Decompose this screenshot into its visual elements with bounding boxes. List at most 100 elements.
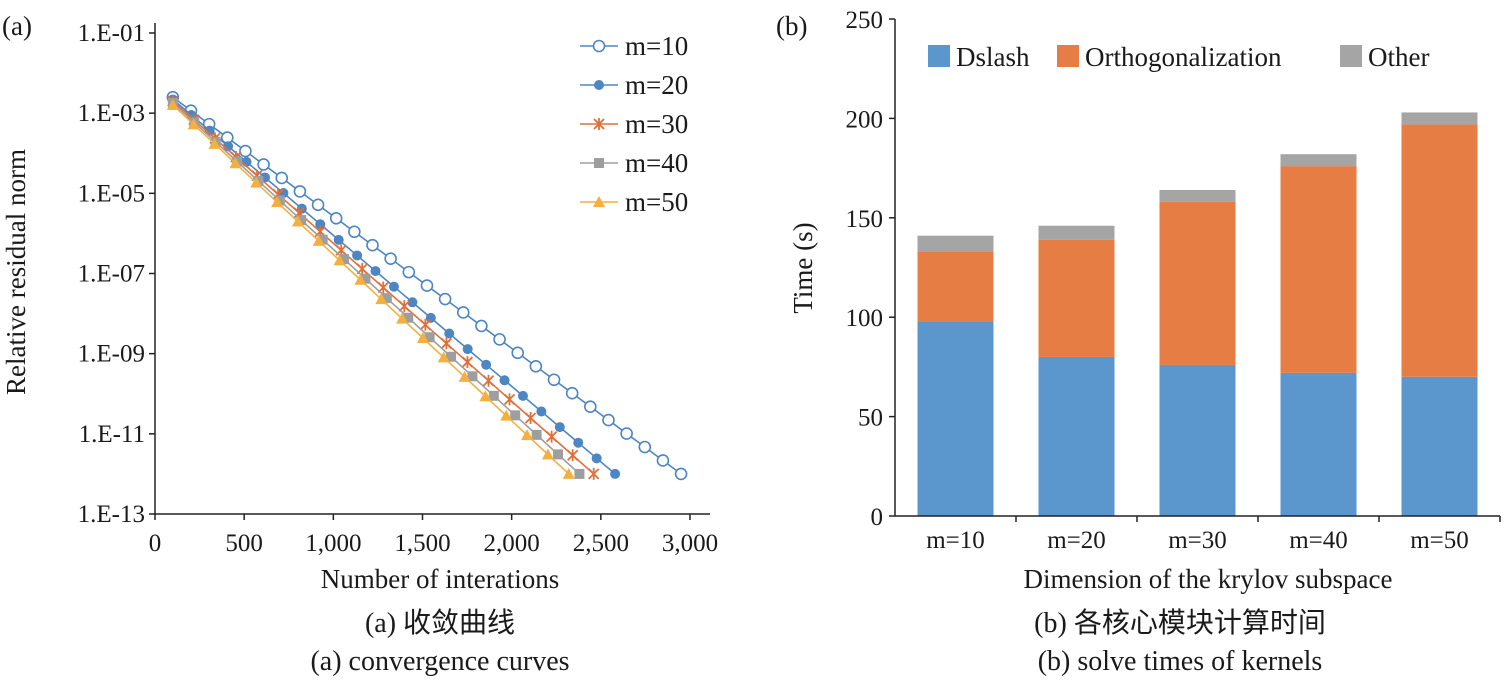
data-point (384, 252, 397, 265)
legend-item-m=10: m=10 (580, 31, 688, 61)
data-point (593, 118, 605, 130)
bar-Dslash-m=10 (917, 321, 994, 516)
caption-b-zh: (b) 各核心模块计算时间 (1034, 607, 1326, 639)
legend-item-Orthogonalization: Orthogonalization (1057, 42, 1282, 72)
axis-b-ylabel: Time (s) (788, 222, 818, 313)
data-point (360, 273, 371, 284)
legend-label: Dslash (956, 42, 1030, 72)
legend-item-m=20: m=20 (580, 70, 688, 100)
kernel-times-chart: 0 50 100 150 200 250 m=10 m=20 m=30 m=40 m=50 Dsla… (846, 7, 1501, 554)
legend-b: Dslash Orthogonalization Other (928, 42, 1429, 72)
series-m=10 (166, 90, 688, 481)
data-point (402, 265, 416, 279)
data-point (674, 467, 688, 481)
data-point (503, 393, 516, 406)
data-point (366, 238, 379, 252)
y-tick-label-a: 1.E-07 (78, 261, 145, 288)
data-point (271, 196, 284, 208)
data-point (424, 332, 435, 343)
axis-b-xlabel: Dimension of the krylov subspace (1024, 564, 1393, 594)
legend-swatch (1340, 45, 1362, 67)
y-tick-label-b: 0 (871, 504, 884, 531)
data-point (531, 429, 542, 440)
data-point (573, 437, 584, 448)
axis-a-ylabel: Relative residual norm (1, 149, 31, 395)
legend-item-Other: Other (1340, 42, 1429, 72)
data-point (444, 328, 455, 339)
y-tick-label-a: 1.E-03 (78, 100, 145, 127)
data-point (462, 344, 473, 355)
data-point (204, 125, 215, 136)
data-point (388, 281, 399, 292)
bar-Dslash-m=30 (1159, 364, 1236, 516)
x-tick-label-b: m=20 (1047, 527, 1106, 554)
data-point (416, 331, 429, 343)
data-point (352, 250, 363, 261)
data-point (574, 468, 585, 479)
legend-label: Other (1368, 42, 1429, 72)
data-point (229, 157, 242, 169)
data-point (547, 373, 561, 387)
legend-label: m=30 (625, 109, 688, 139)
data-point (493, 333, 506, 346)
data-point (499, 375, 510, 386)
x-tick-label-a: 1,000 (305, 530, 361, 557)
bar-Other-m=40 (1280, 154, 1357, 167)
y-tick-label-b: 50 (858, 405, 883, 432)
y-tick-label-b: 200 (846, 106, 884, 133)
bar-Dslash-m=40 (1280, 372, 1357, 516)
bar-Orthogonalization-m=30 (1159, 201, 1236, 365)
data-point (482, 374, 495, 387)
data-point (479, 390, 492, 402)
data-point (638, 440, 652, 454)
series-m=30 (167, 95, 600, 480)
axis-a-xlabel: Number of interations (321, 564, 559, 594)
bar-Other-m=50 (1401, 112, 1478, 125)
legend-item-m=50: m=50 (580, 187, 688, 217)
data-point (591, 453, 602, 464)
data-point (329, 211, 343, 225)
x-tick-label-a: 2,000 (484, 530, 540, 557)
panel-b-letter: (b) (776, 11, 807, 41)
data-point (545, 430, 558, 443)
x-tick-label-b: m=40 (1289, 527, 1348, 554)
data-point (620, 427, 633, 440)
data-point (510, 410, 521, 421)
data-point (437, 351, 450, 363)
data-point (517, 390, 528, 401)
legend-label: m=20 (625, 70, 688, 100)
series-m=50 (166, 98, 575, 479)
y-tick-label-b: 100 (846, 305, 884, 332)
data-point (592, 39, 606, 53)
data-point (257, 158, 270, 171)
data-point (274, 195, 285, 206)
data-point (562, 467, 575, 479)
legend-swatch (1057, 45, 1079, 67)
data-point (567, 449, 579, 462)
series-m=40 (167, 97, 585, 479)
y-tick-label-a: 1.E-01 (78, 20, 145, 47)
data-point (296, 215, 307, 226)
data-point (458, 370, 471, 382)
data-point (475, 319, 488, 333)
legend-item-m=30: m=30 (580, 109, 688, 139)
legend-item-m=40: m=40 (580, 148, 688, 178)
data-point (553, 449, 564, 460)
data-point (403, 312, 414, 323)
data-point (524, 411, 537, 424)
data-point (381, 293, 392, 304)
x-tick-label-a: 2,500 (573, 530, 629, 557)
legend-label: m=10 (625, 31, 688, 61)
legend-label: m=40 (625, 148, 688, 178)
data-point (396, 312, 409, 324)
data-point (461, 356, 474, 369)
data-point (565, 386, 579, 400)
data-point (594, 80, 604, 90)
x-tick-label-a: 500 (225, 530, 263, 557)
caption-a-en: (a) convergence curves (310, 646, 569, 677)
x-tick-label-a: 0 (149, 530, 162, 557)
data-point (275, 171, 289, 185)
bar-Orthogonalization-m=20 (1038, 239, 1115, 357)
caption-b-en: (b) solve times of kernels (1038, 646, 1323, 677)
data-point (354, 273, 367, 285)
